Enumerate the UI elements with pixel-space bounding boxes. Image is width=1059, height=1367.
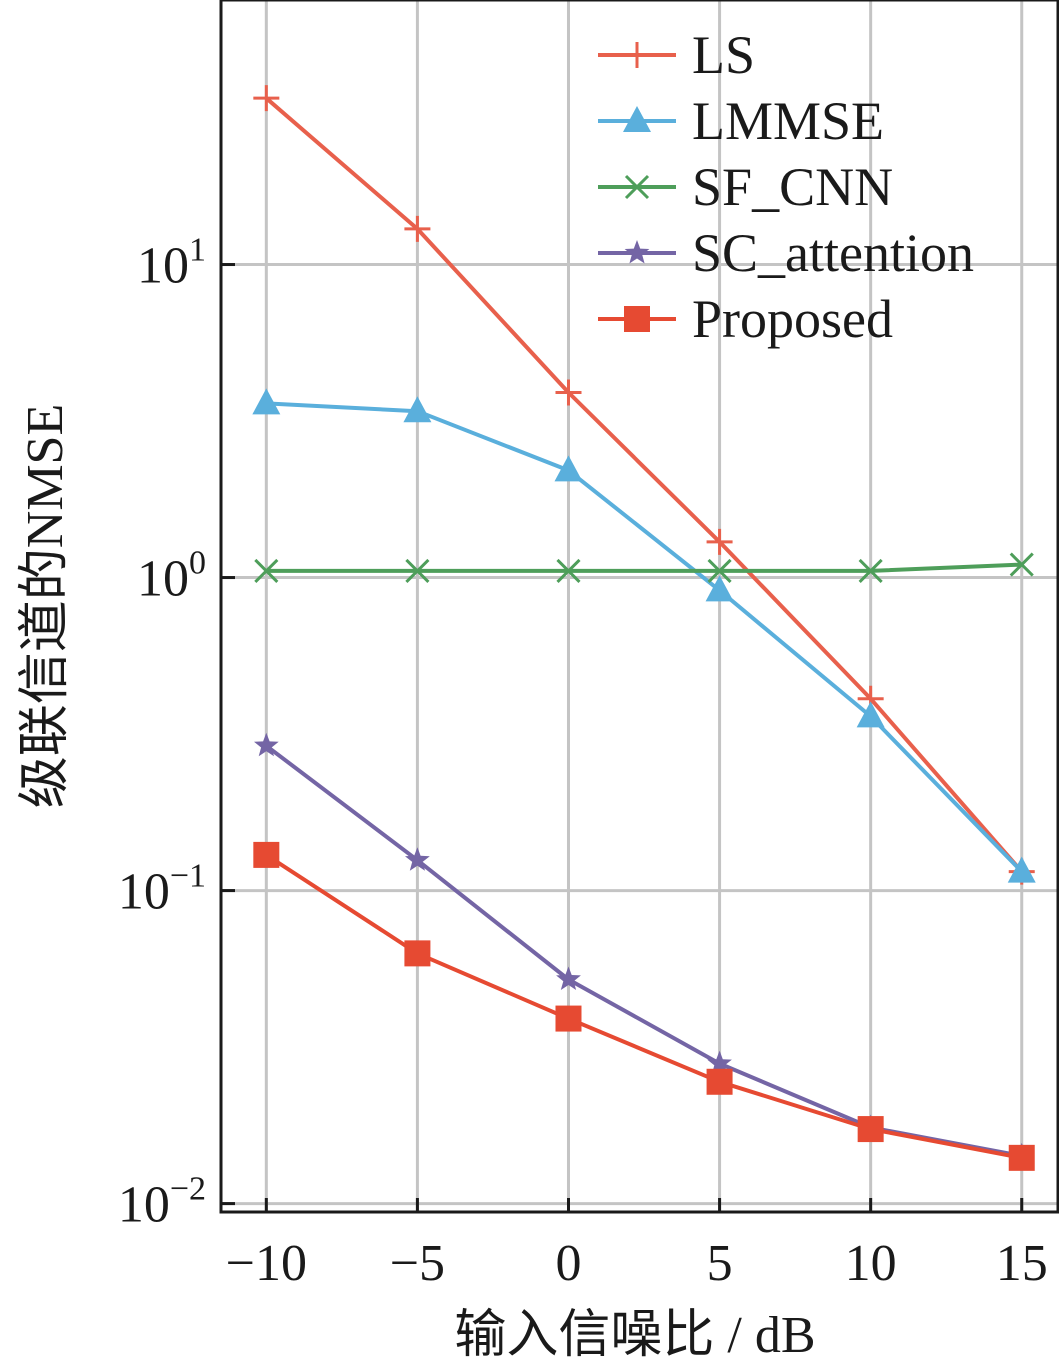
data-marker xyxy=(706,1068,733,1095)
data-marker xyxy=(253,841,280,868)
legend-entry: LMMSE xyxy=(598,91,884,151)
x-tick-label: 5 xyxy=(707,1235,733,1292)
legend-label: Proposed xyxy=(692,289,893,349)
series-lmmse xyxy=(252,388,1036,883)
series-sf-cnn xyxy=(254,552,1034,583)
data-marker xyxy=(624,306,650,332)
data-marker xyxy=(403,396,432,423)
plot-series xyxy=(252,85,1036,1171)
x-tick-label: −5 xyxy=(390,1235,445,1292)
plot-frame xyxy=(219,0,1059,1214)
legend-entry: Proposed xyxy=(598,289,893,349)
y-axis-ticks: 101 100 10−1 10−2 xyxy=(118,232,235,1234)
data-marker xyxy=(404,940,431,967)
data-marker xyxy=(858,558,883,583)
series-sc-attention xyxy=(254,732,1035,1167)
y-tick-label: 101 xyxy=(137,232,206,295)
x-tick-label: 15 xyxy=(996,1235,1048,1292)
y-axis-label: 级联信道的NMSE xyxy=(17,404,74,808)
legend-entry: SF_CNN xyxy=(598,157,893,217)
x-axis-ticks: −10 −5 0 5 10 15 xyxy=(226,1198,1048,1292)
legend-label: LS xyxy=(692,25,755,85)
x-tick-label: 10 xyxy=(845,1235,897,1292)
grid-lines xyxy=(221,0,1058,1212)
data-marker xyxy=(1009,552,1034,577)
data-marker xyxy=(624,42,650,68)
data-marker xyxy=(707,1050,732,1075)
data-marker xyxy=(856,701,885,728)
data-marker xyxy=(706,528,733,555)
series-line xyxy=(265,744,1023,1158)
data-marker xyxy=(556,558,581,583)
data-marker xyxy=(254,732,279,757)
data-marker xyxy=(623,106,651,132)
data-marker xyxy=(555,1005,582,1032)
data-marker xyxy=(252,388,281,415)
legend-entry: LS xyxy=(598,25,755,85)
data-marker xyxy=(705,575,734,602)
x-axis-label: 输入信噪比 / dB xyxy=(454,1307,815,1364)
data-marker xyxy=(404,215,431,242)
y-tick-label: 10−1 xyxy=(118,858,206,921)
series-line xyxy=(266,401,1024,873)
series-line xyxy=(265,853,1023,1160)
data-marker xyxy=(254,558,279,583)
data-marker xyxy=(556,966,581,990)
data-marker xyxy=(253,85,280,112)
data-marker xyxy=(555,379,582,406)
y-tick-label: 10−2 xyxy=(118,1171,206,1234)
legend-entry: SC_attention xyxy=(598,223,974,283)
data-marker xyxy=(1008,1144,1035,1171)
series-line xyxy=(266,562,1022,573)
legend-label: SC_attention xyxy=(692,223,974,283)
legend-label: LMMSE xyxy=(692,91,884,151)
data-marker xyxy=(554,455,583,482)
series-proposed xyxy=(253,841,1035,1171)
data-marker xyxy=(1007,856,1036,883)
data-marker xyxy=(405,558,430,583)
data-marker xyxy=(624,240,650,264)
data-marker xyxy=(707,558,732,583)
data-marker xyxy=(857,1116,884,1143)
data-marker xyxy=(405,847,430,871)
series-line xyxy=(264,96,1024,873)
data-marker xyxy=(624,174,650,200)
legend-label: SF_CNN xyxy=(692,157,893,217)
x-tick-label: 0 xyxy=(555,1235,581,1292)
y-tick-label: 100 xyxy=(137,545,206,608)
x-tick-label: −10 xyxy=(226,1235,307,1292)
